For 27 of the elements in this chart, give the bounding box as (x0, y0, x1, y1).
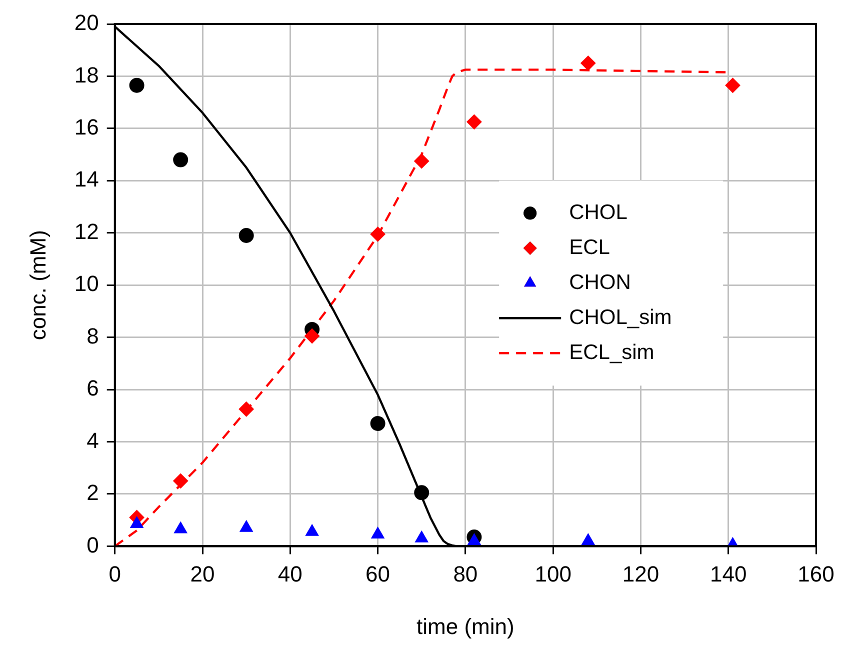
legend-label: CHOL (569, 200, 628, 224)
legend-label: CHOL_sim (569, 306, 672, 329)
y-tick-label: 20 (74, 10, 99, 36)
y-tick-label: 6 (86, 376, 99, 401)
x-tick-label: 120 (622, 561, 660, 586)
y-tick-label: 4 (86, 428, 99, 453)
y-tick-label: 8 (86, 323, 99, 348)
x-tick-label: 60 (366, 561, 390, 586)
y-tick-label: 10 (74, 271, 99, 296)
legend-label: ECL_sim (569, 340, 654, 364)
x-axis-title: time (min) (416, 614, 514, 639)
x-tick-label: 0 (108, 561, 121, 586)
x-tick-label: 20 (190, 561, 215, 586)
x-tick-label: 100 (534, 561, 572, 586)
y-tick-label: 12 (74, 218, 99, 244)
legend-label: ECL (569, 236, 610, 259)
x-tick-label: 140 (710, 561, 747, 586)
x-tick-label: 80 (453, 561, 478, 586)
x-tick-label: 40 (278, 561, 302, 586)
y-tick-label: 16 (74, 114, 99, 140)
y-tick-label: 2 (86, 480, 99, 506)
legend-label: CHON (569, 270, 631, 294)
y-tick-label: 0 (86, 532, 99, 558)
x-tick-label: 160 (798, 561, 834, 586)
y-tick-label: 14 (74, 166, 99, 192)
y-tick-label: 18 (74, 62, 99, 88)
y-axis-title: conc. (mM) (25, 230, 50, 340)
